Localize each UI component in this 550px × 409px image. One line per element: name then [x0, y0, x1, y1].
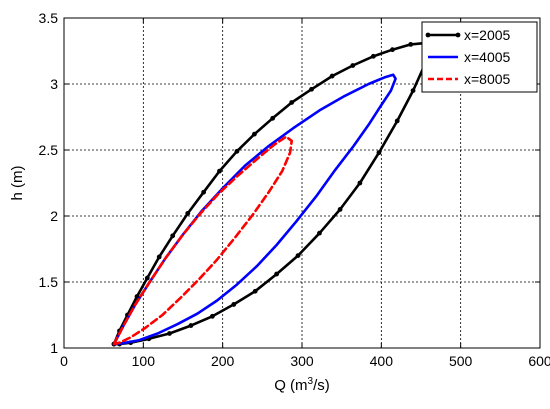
y-tick-label: 3.5: [39, 10, 59, 26]
series-1-point: [234, 148, 240, 154]
legend: x=2005 x=4005 x=8005: [421, 21, 538, 93]
tick-labels: 0 100 200 300 400 500 600 1 1.5 2 2.5 3 3.5: [39, 10, 550, 369]
x-axis-label: Q (m3/s): [274, 376, 330, 394]
series-1-point: [188, 323, 194, 328]
series-1-point: [274, 271, 280, 277]
series-1-point: [201, 189, 207, 195]
series-1-point: [170, 233, 176, 239]
series-1-point: [371, 53, 376, 59]
series-1-point: [309, 86, 314, 92]
series-1-point: [337, 207, 343, 212]
ticks: [63, 17, 541, 349]
y-axis-label: h (m): [9, 166, 26, 201]
legend-marker: [425, 32, 431, 38]
legend-marker: [455, 32, 461, 38]
series-1-point: [289, 100, 295, 105]
series-1-point: [317, 230, 322, 236]
series-1-point: [350, 63, 356, 68]
series-line-1: [112, 41, 433, 346]
series-1-point: [167, 331, 172, 336]
x-tick-label: 0: [60, 353, 68, 369]
y-tick-label: 1: [50, 340, 58, 356]
series-1-point: [252, 131, 257, 137]
x-tick-label: 200: [211, 353, 235, 369]
series-1-point: [156, 254, 162, 260]
x-tick-label: 100: [132, 353, 156, 369]
legend-label-2: x=4005: [464, 49, 511, 65]
y-tick-label: 2.5: [39, 142, 59, 158]
x-tick-label: 600: [528, 353, 550, 369]
y-tick-label: 3: [50, 76, 58, 92]
series-line-3: [112, 135, 294, 346]
series-1-point: [217, 168, 222, 174]
series-1-point: [357, 180, 363, 186]
series-1-point: [376, 150, 382, 156]
series-1-point: [209, 313, 215, 319]
series-1-point: [394, 118, 400, 124]
legend-label-1: x=2005: [464, 27, 511, 43]
x-axis-label-tail: /s): [313, 377, 330, 394]
series-1-point: [295, 253, 301, 258]
series-1-point: [408, 42, 414, 47]
series-1-point: [270, 115, 276, 121]
series-1-point: [231, 302, 237, 307]
y-tick-label: 1.5: [39, 274, 59, 290]
series-1-point: [329, 73, 335, 79]
x-axis-label-superscript: 3: [308, 376, 314, 387]
series-1-point: [252, 288, 258, 294]
series-1-point: [390, 47, 395, 53]
series-1-point: [410, 88, 416, 93]
x-axis-label-base: Q (m: [274, 377, 307, 394]
x-tick-label: 300: [290, 353, 314, 369]
series-layer: [111, 40, 434, 347]
legend-label-3: x=8005: [464, 71, 511, 87]
x-tick-label: 500: [449, 353, 473, 369]
y-tick-label: 2: [50, 208, 58, 224]
series-1-point: [185, 210, 191, 216]
x-tick-label: 400: [370, 353, 394, 369]
series-1-point: [144, 275, 150, 281]
